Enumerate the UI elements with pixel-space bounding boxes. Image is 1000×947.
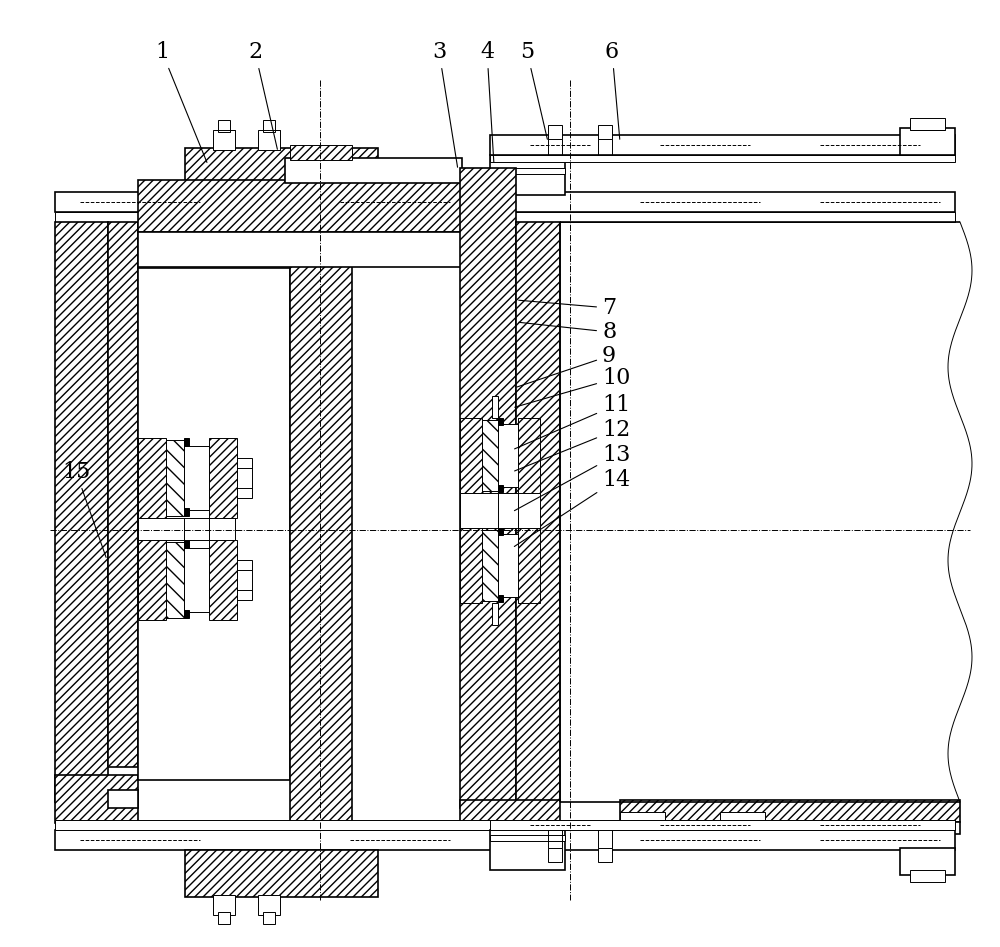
Bar — [482, 420, 498, 491]
Bar — [490, 135, 955, 155]
Bar — [218, 912, 230, 924]
Bar — [138, 518, 235, 540]
Bar — [490, 835, 565, 841]
Text: 12: 12 — [515, 419, 630, 471]
Bar — [492, 396, 498, 418]
Bar — [258, 895, 280, 915]
Bar — [55, 192, 955, 212]
Bar — [184, 540, 189, 548]
Bar — [184, 610, 189, 618]
Bar — [498, 424, 518, 487]
Bar — [492, 603, 498, 625]
Bar — [209, 540, 237, 620]
Bar — [209, 438, 237, 518]
Bar — [518, 418, 540, 493]
Bar — [184, 508, 189, 516]
Text: 13: 13 — [514, 444, 630, 510]
Bar — [900, 848, 955, 875]
Bar — [184, 438, 189, 446]
Bar — [548, 848, 562, 862]
Bar — [218, 120, 230, 132]
Bar — [166, 440, 184, 516]
Bar — [213, 895, 235, 915]
Bar — [720, 812, 765, 824]
Bar — [138, 232, 492, 267]
Bar — [516, 222, 560, 802]
Bar — [910, 870, 945, 882]
Bar — [490, 820, 955, 830]
Bar — [237, 458, 252, 498]
Bar — [498, 485, 503, 492]
Bar — [108, 790, 138, 808]
Text: 9: 9 — [517, 345, 616, 387]
Bar — [620, 800, 960, 822]
Text: 6: 6 — [605, 41, 620, 139]
Bar — [138, 268, 290, 780]
Bar — [910, 118, 945, 130]
Bar — [460, 528, 482, 603]
Bar — [482, 530, 498, 601]
Bar — [55, 775, 138, 823]
Bar — [498, 595, 503, 602]
Text: 4: 4 — [480, 41, 494, 162]
Bar — [498, 534, 518, 597]
Bar — [490, 168, 565, 174]
Bar — [490, 155, 565, 195]
Bar — [185, 850, 378, 897]
Bar — [138, 438, 166, 518]
Bar — [55, 212, 955, 222]
Bar — [55, 820, 955, 830]
Text: 5: 5 — [520, 41, 547, 139]
Text: 1: 1 — [155, 41, 207, 163]
Bar — [108, 222, 138, 767]
Bar — [184, 446, 209, 510]
Bar — [263, 120, 275, 132]
Bar — [598, 125, 612, 139]
Bar — [263, 912, 275, 924]
Bar — [258, 130, 280, 150]
Bar — [285, 158, 462, 183]
Text: 11: 11 — [515, 394, 630, 449]
Text: 10: 10 — [515, 367, 630, 407]
Bar — [166, 542, 184, 618]
Bar — [55, 222, 108, 802]
Bar — [490, 830, 565, 870]
Bar — [138, 180, 492, 232]
Bar — [213, 130, 235, 150]
Bar — [498, 528, 503, 535]
Bar — [290, 145, 352, 160]
Bar — [518, 528, 540, 603]
Bar — [290, 180, 352, 845]
Bar — [185, 148, 378, 195]
Bar — [460, 822, 960, 834]
Text: 15: 15 — [62, 461, 106, 558]
Text: 8: 8 — [519, 321, 616, 343]
Text: 2: 2 — [248, 41, 277, 150]
Bar — [460, 168, 516, 808]
Bar — [498, 418, 503, 425]
Bar — [620, 812, 665, 824]
Bar — [598, 848, 612, 862]
Bar — [237, 560, 252, 600]
Bar — [55, 830, 955, 850]
Text: 7: 7 — [519, 297, 616, 319]
Bar — [184, 548, 209, 612]
Text: 3: 3 — [432, 41, 458, 168]
Bar — [460, 418, 482, 493]
Bar — [490, 155, 955, 162]
Bar — [548, 125, 562, 139]
Text: 14: 14 — [514, 469, 630, 546]
Bar — [900, 128, 955, 155]
Bar — [138, 540, 166, 620]
Bar — [460, 800, 560, 822]
Bar — [460, 493, 540, 528]
